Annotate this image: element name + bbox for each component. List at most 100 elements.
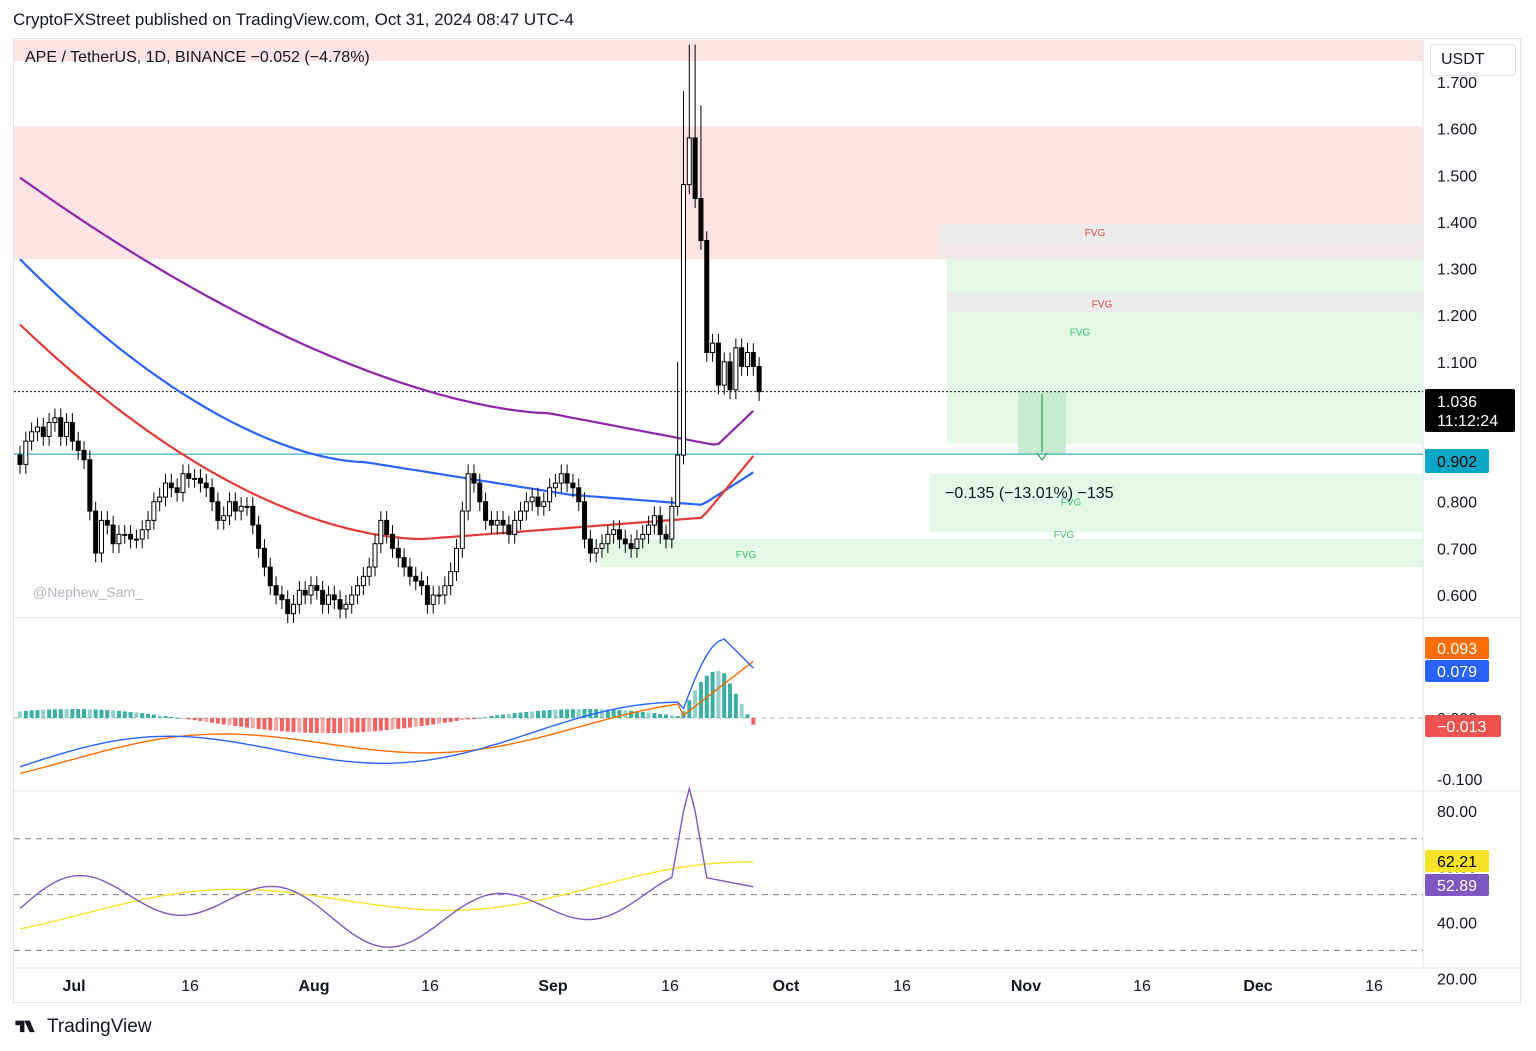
macd-histogram-bar [297,718,302,733]
candle [52,417,58,423]
rsi-axis-tick: 80.00 [1437,804,1477,821]
macd-histogram-bar [565,709,570,718]
macd-histogram-bar [244,718,249,728]
price-axis-tick: 0.700 [1437,541,1477,558]
candle [448,571,454,587]
candle [197,477,203,484]
candle [29,431,35,442]
time-axis-tick: Aug [298,978,329,995]
candle [320,589,326,605]
price-axis-tick: 1.600 [1437,122,1477,139]
measure-arrow-head [1036,452,1048,462]
time-axis-tick: 16 [661,978,679,995]
macd-histogram-bar [506,713,511,718]
price-axis-tick: 0.600 [1437,588,1477,605]
macd-histogram-bar [163,716,168,718]
macd-histogram-bar [29,710,34,718]
macd-histogram-bar [483,716,488,718]
rsi-axis-tick: 20.00 [1437,971,1477,988]
fvg-label: FVG [1061,498,1082,509]
macd-histogram-bar [419,718,424,727]
macd-signal-line [19,660,754,775]
measure-label: −0.135 (−13.01%) −135 [945,485,1114,502]
time-axis-tick: Jul [62,978,85,995]
candle [523,501,529,512]
candle [46,421,52,437]
candle [232,501,238,512]
macd-histogram-bar [675,716,680,718]
macd-histogram-bar [664,714,669,718]
macd-histogram-bar [210,718,215,723]
macd-histogram-bar [239,718,244,727]
macd-histogram-bar [250,718,255,729]
macd-badge [1425,660,1489,682]
macd-histogram-bar [413,718,418,727]
fvg-zone [600,539,1423,568]
macd-histogram-bar [128,711,133,718]
candle [500,519,506,526]
candle [34,426,40,433]
candle [529,496,535,503]
macd-histogram-bar [588,709,593,718]
symbol-info[interactable]: APE / TetherUS, 1D, BINANCE −0.052 (−4.7… [25,49,370,66]
candle [675,454,681,507]
candle [442,585,448,596]
macd-histogram-bar [47,709,52,718]
candle [238,505,244,512]
macd-histogram-bar [448,718,453,722]
time-axis-tick: 16 [1365,978,1383,995]
histogram-value: −0.013 [1437,719,1486,736]
price-axis-tick: 0.800 [1437,495,1477,512]
rsi-ma-badge [1425,850,1489,872]
candle [23,440,29,465]
candle [494,519,500,526]
candle [605,533,611,545]
candle [430,594,436,605]
candle [314,585,320,591]
footer-branding[interactable]: TradingView [13,1016,152,1038]
macd-histogram-bar [227,718,232,726]
macd-histogram-bar [518,712,523,718]
macd-histogram-bar [169,716,174,718]
time-axis-tick: 16 [421,978,439,995]
level-badge [1425,449,1489,473]
candle [261,547,267,568]
histogram-badge [1425,715,1501,737]
macd-histogram-bar [600,709,604,718]
candle [739,347,745,367]
candle [471,473,477,484]
candle [366,566,372,577]
macd-histogram-bar [652,713,657,718]
macd-histogram-bar [402,718,407,729]
candle [558,473,564,484]
rsi-axis-tick: 40.00 [1437,915,1477,932]
candle [616,529,622,540]
fvg-label: FVG [1054,530,1075,541]
candle [17,454,23,465]
candle [692,137,698,200]
candle [384,519,390,535]
candle [628,543,634,549]
macd-histogram-bar [151,714,156,718]
candle [180,473,186,493]
candle [93,510,99,554]
macd-histogram-bar [70,708,75,718]
macd-histogram-bar [658,713,663,718]
candle [372,543,378,568]
macd-histogram-bar [41,709,46,718]
macd-histogram-bar [58,709,63,718]
macd-histogram-bar [442,718,447,723]
moving-average-line [19,258,754,506]
macd-histogram-bar [93,709,98,718]
currency-button[interactable]: USDT [1430,44,1516,76]
candle [413,575,419,582]
macd-histogram-bar [349,718,354,733]
price-axis-tick: 1.500 [1437,168,1477,185]
candle [209,487,215,503]
macd-histogram-bar [35,710,40,718]
macd-histogram-bar [570,709,575,718]
candle [349,594,355,605]
rsi-line [19,785,754,948]
candle [221,515,227,521]
